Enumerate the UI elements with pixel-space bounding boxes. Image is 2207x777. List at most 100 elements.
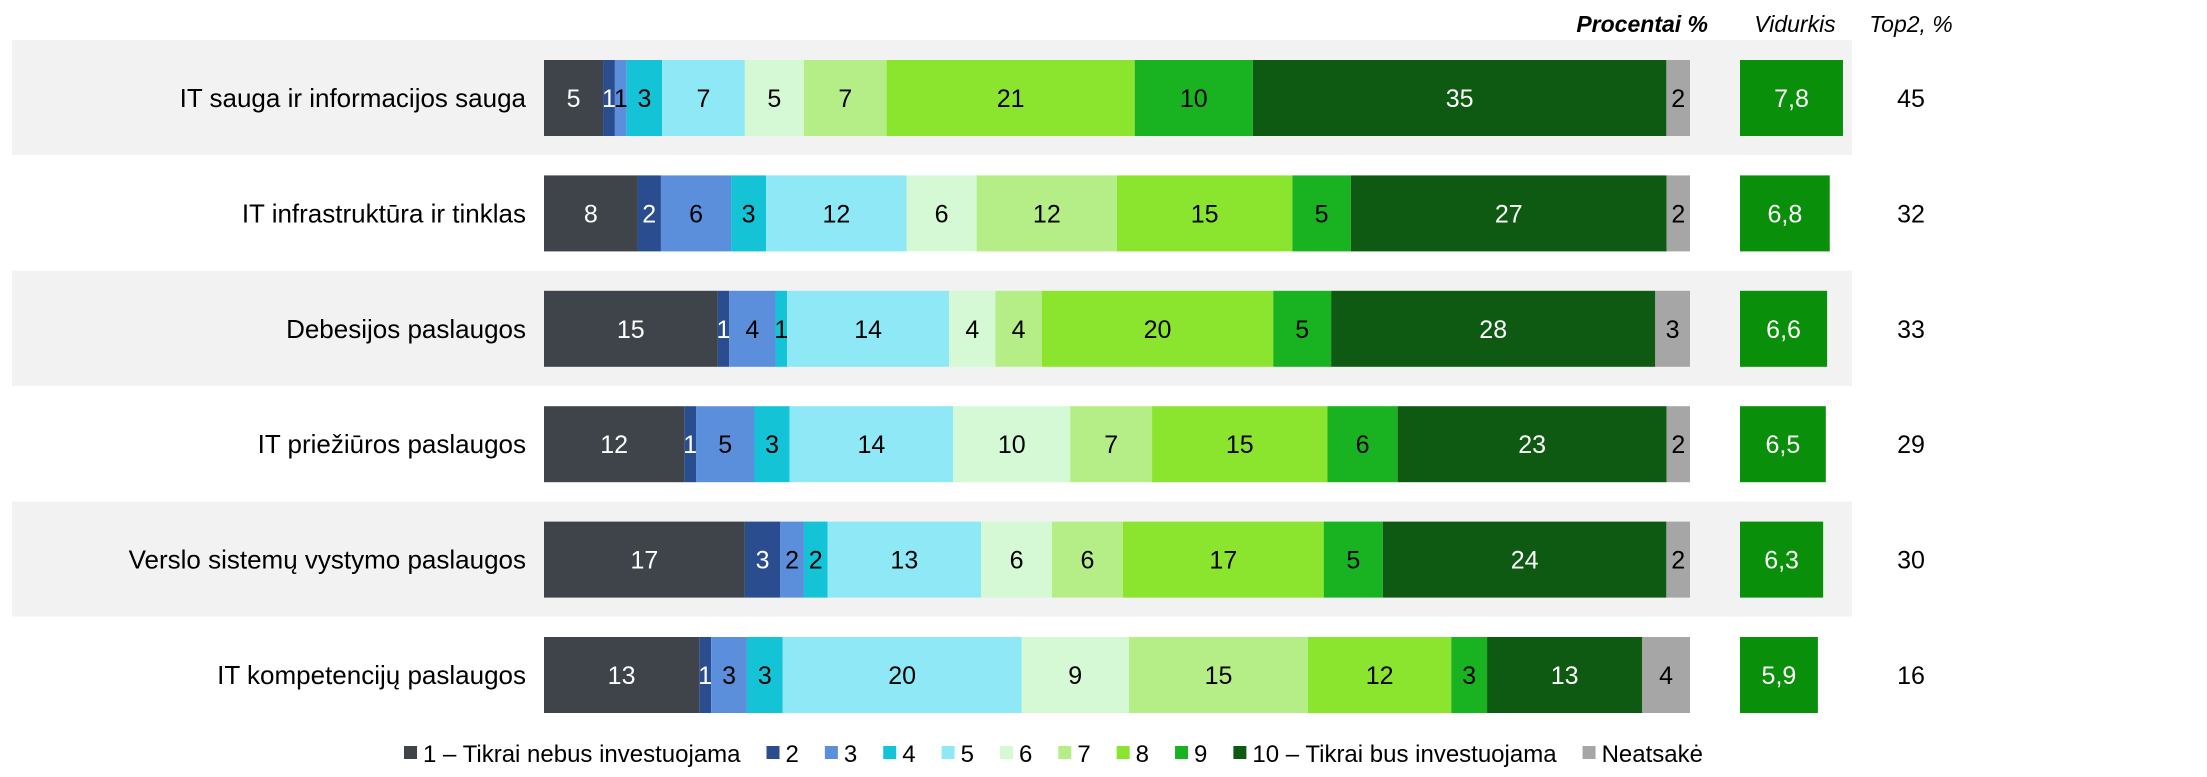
segment-label: 1 (683, 431, 697, 459)
bar-segment (544, 175, 638, 252)
segment-label: 4 (965, 316, 979, 344)
segment-label: 15 (1226, 431, 1254, 459)
bar-row: Debesijos paslaugos 15 1 4 1 14 4 4 20 5 28 3 6,6 33 (286, 290, 1925, 367)
bar-segment (1134, 60, 1253, 136)
bar-segment (1021, 637, 1129, 713)
mean-bar (1740, 637, 1818, 713)
bar-segment (803, 521, 828, 598)
bar-segment (614, 60, 627, 136)
segment-label: 3 (1666, 316, 1680, 344)
bar-segment (906, 175, 977, 252)
segment-label: 5 (1346, 547, 1360, 575)
top2-value: 32 (1897, 200, 1925, 228)
legend-swatch (1233, 746, 1247, 759)
segment-label: 12 (600, 431, 628, 459)
bar-segment (789, 406, 954, 483)
header-top2: Top2, % (1869, 11, 1953, 37)
legend-item: 6 (999, 741, 1032, 768)
bar-segment (976, 175, 1117, 252)
bar-segment (1655, 290, 1690, 367)
legend-item: 2 (766, 741, 799, 768)
top2-value: 45 (1897, 85, 1925, 113)
segment-label: 1 (614, 85, 628, 113)
bar-segment (1323, 521, 1383, 598)
segment-label: 6 (1356, 431, 1370, 459)
segment-label: 12 (1033, 200, 1061, 228)
bar-segment (995, 290, 1042, 367)
bar-segment (1666, 60, 1690, 136)
legend-label: 4 (902, 741, 915, 768)
legend-item: 10 – Tikrai bus investuojama (1233, 741, 1557, 768)
segment-label: 6 (1081, 547, 1095, 575)
bar-segment (746, 637, 783, 713)
segment-label: 13 (1551, 662, 1579, 690)
bar-segment (544, 406, 685, 483)
bar-segment (1052, 521, 1123, 598)
segment-label: 5 (767, 85, 781, 113)
mean-bar (1740, 175, 1830, 252)
header-vidurkis: Vidurkis (1754, 11, 1836, 37)
bar-segment (603, 60, 615, 136)
bar-segment (754, 406, 790, 483)
legend-label: Neatsakė (1602, 741, 1703, 768)
legend-label: 5 (961, 741, 974, 768)
legend-swatch (766, 746, 780, 759)
legend-item: 5 (941, 741, 974, 768)
bar-segment (626, 60, 663, 136)
segment-label: 15 (1205, 662, 1233, 690)
segment-label: 2 (1671, 85, 1685, 113)
segment-label: 13 (608, 662, 636, 690)
category-label: IT kompetencijų paslaugos (217, 660, 526, 690)
bar-segment (1152, 406, 1328, 483)
bar-segment (1308, 637, 1452, 713)
bar-segment (780, 521, 804, 598)
category-label: IT infrastruktūra ir tinklas (242, 198, 526, 228)
segment-label: 28 (1479, 316, 1507, 344)
bar-segment (660, 175, 732, 252)
bar-segment (1070, 406, 1153, 483)
bar-segment (1327, 406, 1398, 483)
segment-label: 5 (1315, 200, 1329, 228)
segment-label: 3 (1462, 662, 1476, 690)
legend-label: 8 (1136, 741, 1149, 768)
bar-rows: IT sauga ir informacijos sauga 5 11 3 7 5 7 21 1… (129, 60, 1925, 713)
segment-label: 2 (1671, 431, 1685, 459)
bar-segment (1382, 521, 1667, 598)
legend-label: 1 – Tikrai nebus investuojama (423, 741, 741, 768)
legend-label: 2 (786, 741, 799, 768)
bar-segment (782, 637, 1022, 713)
segment-label: 8 (584, 200, 598, 228)
segment-label: 3 (742, 200, 756, 228)
segment-label: 20 (1144, 316, 1172, 344)
category-label: IT priežiūros paslaugos (258, 429, 526, 459)
bar-segment (544, 521, 745, 598)
bar-segment (544, 60, 604, 136)
bar-segment (1666, 175, 1690, 252)
mean-bar (1740, 60, 1843, 136)
bar-row: IT priežiūros paslaugos 12 1 5 3 14 10 7 15 6 23 2 6… (258, 406, 1925, 483)
segment-label: 4 (1012, 316, 1026, 344)
bar-segment (717, 290, 730, 367)
legend-item: 7 (1058, 741, 1091, 768)
bar-segment (1122, 521, 1324, 598)
mean-label: 6,6 (1766, 316, 1801, 344)
bar-segment (1642, 637, 1690, 713)
bar-segment (886, 60, 1135, 136)
legend-item: 3 (824, 741, 857, 768)
mean-label: 6,8 (1767, 200, 1802, 228)
segment-label: 12 (1366, 662, 1394, 690)
mean-label: 5,9 (1762, 662, 1797, 690)
segment-label: 27 (1495, 200, 1523, 228)
bar-segment (1666, 406, 1690, 483)
category-label: Verslo sistemų vystymo paslaugos (129, 545, 526, 575)
segment-label: 3 (765, 431, 779, 459)
segment-label: 14 (854, 316, 882, 344)
legend-swatch (404, 746, 417, 759)
segment-label: 24 (1511, 547, 1539, 575)
segment-label: 17 (631, 547, 659, 575)
segment-label: 12 (822, 200, 850, 228)
legend-label: 10 – Tikrai bus investuojama (1252, 741, 1557, 768)
bar-segment (1273, 290, 1332, 367)
segment-label: 2 (1671, 200, 1685, 228)
